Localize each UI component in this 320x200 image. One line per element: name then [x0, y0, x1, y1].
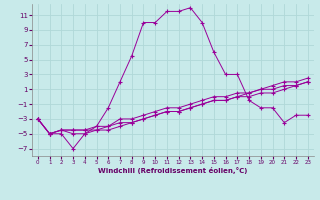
- X-axis label: Windchill (Refroidissement éolien,°C): Windchill (Refroidissement éolien,°C): [98, 167, 247, 174]
